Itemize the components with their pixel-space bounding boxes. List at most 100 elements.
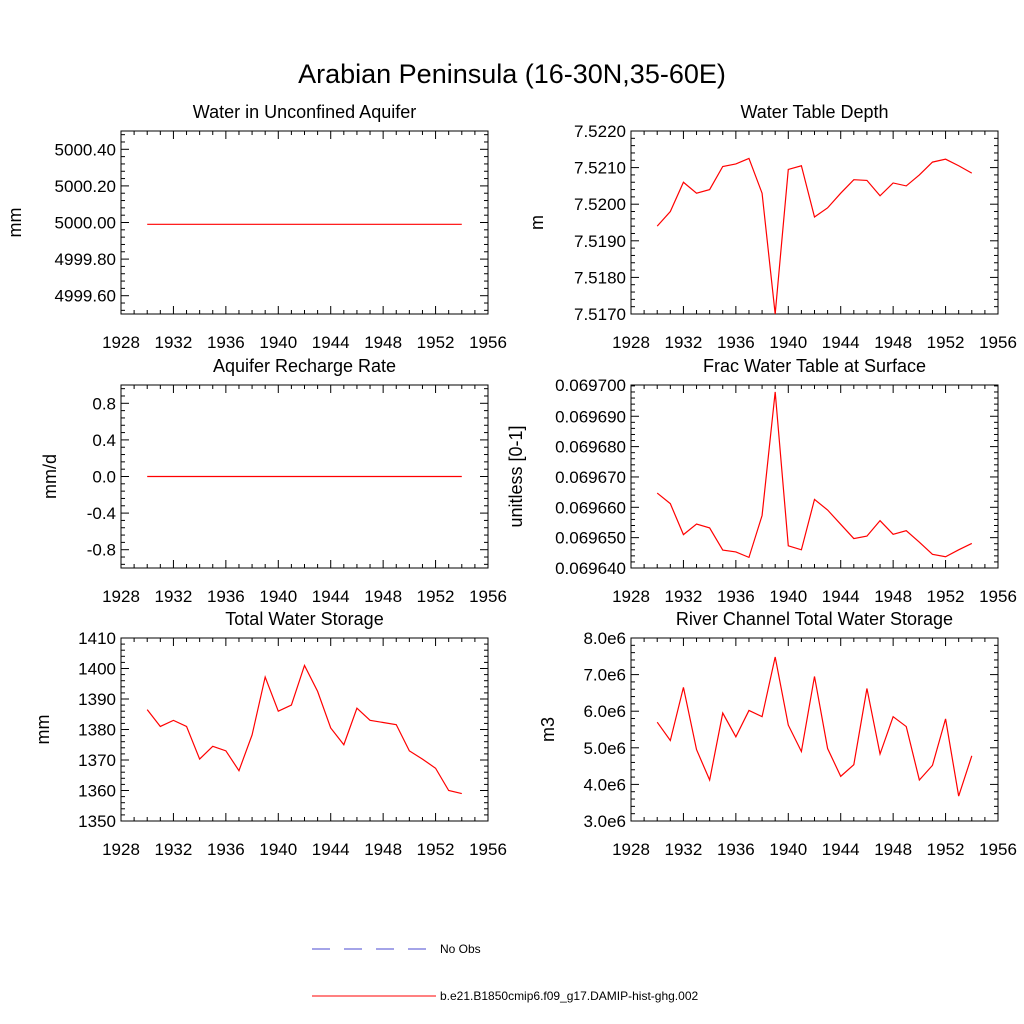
- panel-tws: Total Water Storage 1928 1932 1936 1940 1944 1…: [33, 609, 507, 859]
- y-axis-label: m3: [538, 717, 558, 742]
- x-tick-label: 1940: [769, 840, 807, 859]
- x-tick-label: 1956: [979, 587, 1017, 606]
- y-tick-label: 7.5200: [574, 195, 626, 214]
- y-tick-label: 0.069690: [555, 407, 626, 426]
- panel-wtd: Water Table Depth 1928 1932 1936 1940 1944 194…: [527, 102, 1017, 352]
- x-tick-label: 1944: [312, 840, 350, 859]
- x-tick-label: 1948: [364, 587, 402, 606]
- x-tick-label: 1948: [364, 333, 402, 352]
- y-tick-label: 4999.60: [55, 287, 116, 306]
- x-tick-label: 1956: [979, 333, 1017, 352]
- y-tick-label: 7.5180: [574, 268, 626, 287]
- x-tick-label: 1948: [874, 333, 912, 352]
- y-tick-label: 7.0e6: [583, 666, 626, 685]
- panel-title: Water Table Depth: [740, 102, 888, 122]
- y-axis-label: mm: [33, 715, 53, 745]
- panels-group: Water in Unconfined Aquifer 1928 1932 1936 1…: [5, 102, 1017, 859]
- x-tick-label: 1952: [927, 333, 965, 352]
- x-tick-label: 1948: [364, 840, 402, 859]
- x-tick-label: 1928: [102, 587, 140, 606]
- y-tick-label: 1390: [78, 690, 116, 709]
- panel-title: River Channel Total Water Storage: [676, 609, 953, 629]
- x-tick-label: 1936: [717, 333, 755, 352]
- y-tick-label: 1360: [78, 782, 116, 801]
- x-tick-label: 1944: [822, 333, 860, 352]
- x-tick-label: 1948: [874, 840, 912, 859]
- x-tick-label: 1944: [312, 587, 350, 606]
- x-tick-label: 1928: [612, 587, 650, 606]
- x-tick-label: 1952: [417, 840, 455, 859]
- y-tick-label: 5000.20: [55, 177, 116, 196]
- x-tick-label: 1940: [259, 587, 297, 606]
- panel-title: Frac Water Table at Surface: [703, 356, 926, 376]
- x-tick-label: 1956: [469, 333, 507, 352]
- y-tick-label: 0.069660: [555, 498, 626, 517]
- x-tick-label: 1944: [312, 333, 350, 352]
- y-tick-label: 4999.80: [55, 250, 116, 269]
- x-tick-label: 1932: [665, 333, 703, 352]
- y-tick-label: 0.069700: [555, 376, 626, 395]
- x-tick-label: 1932: [665, 840, 703, 859]
- y-tick-label: 0.0: [92, 468, 116, 487]
- x-tick-label: 1956: [469, 587, 507, 606]
- panel-river: River Channel Total Water Storage 1928 193…: [538, 609, 1017, 859]
- y-tick-label: 1380: [78, 721, 116, 740]
- y-tick-label: 1350: [78, 812, 116, 831]
- x-tick-label: 1928: [102, 840, 140, 859]
- y-tick-label: 1370: [78, 751, 116, 770]
- y-axis-label: unitless [0-1]: [506, 425, 526, 527]
- x-tick-label: 1928: [612, 333, 650, 352]
- x-tick-label: 1932: [155, 587, 193, 606]
- y-tick-label: -0.4: [87, 504, 116, 523]
- y-axis-label: mm/d: [40, 454, 60, 499]
- x-tick-label: 1956: [469, 840, 507, 859]
- x-tick-label: 1932: [155, 333, 193, 352]
- panel-frac: Frac Water Table at Surface 1928 1932 1936 1…: [506, 356, 1017, 606]
- y-axis-label: m: [527, 215, 547, 230]
- x-tick-label: 1936: [207, 333, 245, 352]
- y-tick-label: 6.0e6: [583, 702, 626, 721]
- series-line-0: [656, 656, 973, 797]
- y-tick-label: 0.4: [92, 431, 116, 450]
- x-tick-label: 1948: [874, 587, 912, 606]
- x-tick-label: 1952: [417, 333, 455, 352]
- x-tick-label: 1952: [927, 840, 965, 859]
- series-line-0: [656, 157, 973, 315]
- x-tick-label: 1940: [769, 333, 807, 352]
- x-tick-label: 1944: [822, 840, 860, 859]
- x-tick-label: 1944: [822, 587, 860, 606]
- x-tick-label: 1936: [207, 840, 245, 859]
- y-tick-label: -0.8: [87, 541, 116, 560]
- y-tick-label: 7.5220: [574, 122, 626, 141]
- x-tick-label: 1932: [155, 840, 193, 859]
- series-line-0: [146, 663, 462, 795]
- y-tick-label: 7.5210: [574, 159, 626, 178]
- y-tick-label: 3.0e6: [583, 812, 626, 831]
- x-tick-label: 1928: [612, 840, 650, 859]
- x-tick-label: 1936: [717, 587, 755, 606]
- y-tick-label: 1410: [78, 629, 116, 648]
- y-tick-label: 8.0e6: [583, 629, 626, 648]
- figure-title: Arabian Peninsula (16-30N,35-60E): [298, 59, 726, 89]
- legend-label: No Obs: [440, 942, 481, 956]
- y-tick-label: 5000.00: [55, 214, 116, 233]
- x-tick-label: 1932: [665, 587, 703, 606]
- y-tick-label: 5000.40: [55, 140, 116, 159]
- x-tick-label: 1956: [979, 840, 1017, 859]
- series-line-0: [656, 391, 973, 559]
- y-tick-label: 4.0e6: [583, 775, 626, 794]
- x-tick-label: 1936: [207, 587, 245, 606]
- x-tick-label: 1928: [102, 333, 140, 352]
- legend-label: b.e21.B1850cmip6.f09_g17.DAMIP-hist-ghg.…: [440, 989, 698, 1003]
- y-axis-label: mm: [5, 208, 25, 238]
- panel-title: Total Water Storage: [225, 609, 383, 629]
- y-tick-label: 1400: [78, 660, 116, 679]
- x-tick-label: 1940: [769, 587, 807, 606]
- y-tick-label: 5.0e6: [583, 739, 626, 758]
- y-tick-label: 0.069670: [555, 468, 626, 487]
- x-tick-label: 1952: [417, 587, 455, 606]
- y-tick-label: 7.5170: [574, 305, 626, 324]
- y-tick-label: 0.8: [92, 394, 116, 413]
- panel-aquifer: Water in Unconfined Aquifer 1928 1932 1936 1…: [5, 102, 507, 352]
